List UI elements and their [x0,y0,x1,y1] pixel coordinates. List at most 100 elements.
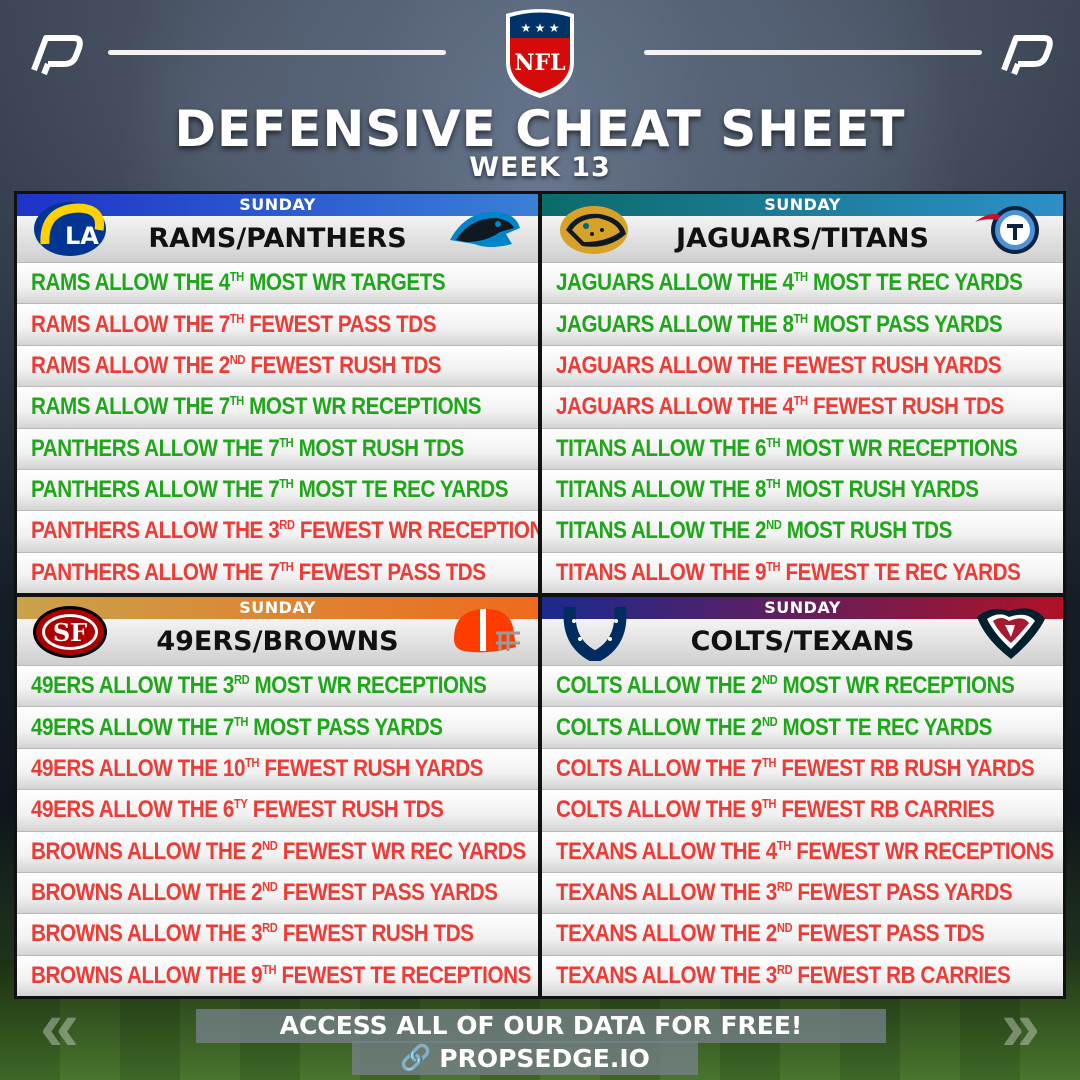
stat-row: TEXANS ALLOW THE 4TH FEWEST WR RECEPTION… [542,830,1063,872]
stat-row-text: JAGUARS ALLOW THE 4TH FEWEST RUSH TDS [556,393,1004,421]
stat-row: COLTS ALLOW THE 9TH FEWEST RB CARRIES [542,789,1063,831]
svg-text:★ ★ ★: ★ ★ ★ [521,21,560,35]
svg-text:LA: LA [65,222,99,250]
stat-row-text: TEXANS ALLOW THE 3RD FEWEST RB CARRIES [556,961,1011,989]
site-link[interactable]: 🔗 PROPSEDGE.IO [352,1041,698,1075]
texans-logo-icon [971,603,1049,661]
stat-row: JAGUARS ALLOW THE 4TH FEWEST RUSH TDS [542,386,1063,428]
stat-row: TITANS ALLOW THE 8TH MOST RUSH YARDS [542,468,1063,511]
stat-row: TEXANS ALLOW THE 3RD FEWEST PASS YARDS [542,871,1063,914]
stat-row: BROWNS ALLOW THE 2ND FEWEST WR REC YARDS [17,830,538,872]
propsedge-logo-icon [31,35,83,76]
header-divider-left [108,50,446,55]
browns-helmet-icon [446,603,524,661]
stat-row-text: 49ERS ALLOW THE 10TH FEWEST RUSH YARDS [31,754,483,782]
matchup-header: SUNDAY 49ERS/BROWNS SF [17,597,538,665]
stat-row: BROWNS ALLOW THE 2ND FEWEST PASS YARDS [17,871,538,914]
stat-list: RAMS ALLOW THE 4TH MOST WR TARGETS RAMS A… [17,262,538,593]
chevron-right-decoration: » [1001,987,1040,1065]
49ers-logo-text: SF [53,618,87,647]
matchup-header: SUNDAY COLTS/TEXANS [542,597,1063,665]
stat-row: TEXANS ALLOW THE 3RD FEWEST RB CARRIES [542,954,1063,996]
stat-row: RAMS ALLOW THE 4TH MOST WR TARGETS [17,262,538,304]
page-title: DEFENSIVE CHEAT SHEET [174,100,906,158]
stat-row-text: RAMS ALLOW THE 7TH MOST WR RECEPTIONS [31,393,482,421]
game-day-label: SUNDAY [542,194,1063,216]
stat-row-text: 49ERS ALLOW THE 7TH MOST PASS YARDS [31,713,443,741]
stat-row-text: TITANS ALLOW THE 9TH FEWEST TE REC YARDS [556,558,1021,586]
propsedge-logo-icon [1001,35,1053,76]
stat-row-text: BROWNS ALLOW THE 2ND FEWEST PASS YARDS [31,879,498,907]
stat-row: TITANS ALLOW THE 9TH FEWEST TE REC YARDS [542,551,1063,593]
stat-row-text: TEXANS ALLOW THE 3RD FEWEST PASS YARDS [556,879,1013,907]
page-subtitle: WEEK 13 [469,152,611,183]
stat-row: RAMS ALLOW THE 7TH MOST WR RECEPTIONS [17,386,538,428]
stat-row: JAGUARS ALLOW THE FEWEST RUSH YARDS [542,344,1063,387]
game-day-label: SUNDAY [542,597,1063,619]
cta-banner: ACCESS ALL OF OUR DATA FOR FREE! [196,1009,886,1043]
stat-row-text: TITANS ALLOW THE 6TH MOST WR RECEPTIONS [556,434,1018,462]
stat-row-text: 49ERS ALLOW THE 6TY FEWEST RUSH TDS [31,796,444,824]
stat-row: PANTHERS ALLOW THE 3RD FEWEST WR RECEPTI… [17,510,538,552]
stat-row-text: PANTHERS ALLOW THE 7TH FEWEST PASS TDS [31,558,486,586]
stat-row-text: TEXANS ALLOW THE 4TH FEWEST WR RECEPTION… [556,837,1054,865]
matchup-header: SUNDAY RAMS/PANTHERS LA [17,194,538,262]
jaguars-logo-icon [556,200,634,258]
49ers-logo-icon: SF [31,603,109,661]
nfl-shield-text: NFL [514,50,565,76]
stat-row: TEXANS ALLOW THE 2ND FEWEST PASS TDS [542,913,1063,955]
stat-row-text: RAMS ALLOW THE 2ND FEWEST RUSH TDS [31,351,442,379]
game-day-label: SUNDAY [17,194,538,216]
stat-row: PANTHERS ALLOW THE 7TH MOST TE REC YARDS [17,468,538,511]
stat-row: JAGUARS ALLOW THE 8TH MOST PASS YARDS [542,303,1063,345]
nfl-shield-icon: NFL ★ ★ ★ [506,9,574,98]
rams-logo-icon: LA [31,200,109,258]
site-link-text: PROPSEDGE.IO [439,1043,650,1073]
stat-row-text: COLTS ALLOW THE 7TH FEWEST RB RUSH YARDS [556,754,1035,782]
stat-row-text: PANTHERS ALLOW THE 3RD FEWEST WR RECEPTI… [31,517,538,545]
stat-row-text: TITANS ALLOW THE 8TH MOST RUSH YARDS [556,476,979,504]
matchup-header: SUNDAY JAGUARS/TITANS [542,194,1063,262]
stat-row: TITANS ALLOW THE 2ND MOST RUSH TDS [542,510,1063,552]
matchup-panel: SUNDAY JAGUARS/TITANS JAGUARS ALLOW THE 4T… [542,194,1063,593]
stat-row: BROWNS ALLOW THE 3RD FEWEST RUSH TDS [17,913,538,955]
stat-row-text: COLTS ALLOW THE 9TH FEWEST RB CARRIES [556,796,995,824]
chevron-left-decoration: « [40,987,79,1065]
stat-row-text: 49ERS ALLOW THE 3RD MOST WR RECEPTIONS [31,672,487,700]
stat-list: COLTS ALLOW THE 2ND MOST WR RECEPTIONS CO… [542,665,1063,996]
titans-logo-icon [971,200,1049,258]
stat-row: JAGUARS ALLOW THE 4TH MOST TE REC YARDS [542,262,1063,304]
stat-row: COLTS ALLOW THE 2ND MOST TE REC YARDS [542,706,1063,748]
stat-row-text: BROWNS ALLOW THE 2ND FEWEST WR REC YARDS [31,837,526,865]
stat-row: PANTHERS ALLOW THE 7TH FEWEST PASS TDS [17,551,538,593]
link-icon: 🔗 [400,1043,432,1072]
stat-row-text: JAGUARS ALLOW THE 4TH MOST TE REC YARDS [556,269,1023,297]
cheat-sheet-grid: SUNDAY RAMS/PANTHERS LA RAMS ALLOW THE 4TH … [14,191,1066,999]
stat-row-text: JAGUARS ALLOW THE FEWEST RUSH YARDS [556,351,1002,379]
stat-row: 49ERS ALLOW THE 10TH FEWEST RUSH YARDS [17,747,538,790]
stat-row: 49ERS ALLOW THE 7TH MOST PASS YARDS [17,706,538,748]
stat-row: PANTHERS ALLOW THE 7TH MOST RUSH TDS [17,427,538,469]
panthers-logo-icon [446,200,524,258]
stat-row: COLTS ALLOW THE 2ND MOST WR RECEPTIONS [542,665,1063,707]
stat-row-text: TEXANS ALLOW THE 2ND FEWEST PASS TDS [556,920,985,948]
colts-horseshoe-icon [556,603,634,664]
stat-row-text: COLTS ALLOW THE 2ND MOST TE REC YARDS [556,713,993,741]
matchup-panel: SUNDAY COLTS/TEXANS COLTS ALLOW THE 2ND MO… [542,597,1063,996]
matchup-panel: SUNDAY RAMS/PANTHERS LA RAMS ALLOW THE 4TH … [17,194,538,593]
stat-row: BROWNS ALLOW THE 9TH FEWEST TE RECEPTION… [17,954,538,996]
stat-row-text: BROWNS ALLOW THE 9TH FEWEST TE RECEPTION… [31,961,531,989]
stat-row-text: TITANS ALLOW THE 2ND MOST RUSH TDS [556,517,952,545]
stat-row: RAMS ALLOW THE 2ND FEWEST RUSH TDS [17,344,538,387]
stat-row-text: PANTHERS ALLOW THE 7TH MOST TE REC YARDS [31,476,509,504]
matchup-title: COLTS/TEXANS [542,619,1063,665]
stat-row-text: JAGUARS ALLOW THE 8TH MOST PASS YARDS [556,310,1003,338]
stat-list: 49ERS ALLOW THE 3RD MOST WR RECEPTIONS 49… [17,665,538,996]
matchup-title: JAGUARS/TITANS [542,216,1063,262]
stat-row-text: COLTS ALLOW THE 2ND MOST WR RECEPTIONS [556,672,1015,700]
stat-row-text: RAMS ALLOW THE 4TH MOST WR TARGETS [31,269,446,297]
stat-row: 49ERS ALLOW THE 6TY FEWEST RUSH TDS [17,789,538,831]
stat-row: TITANS ALLOW THE 6TH MOST WR RECEPTIONS [542,427,1063,469]
matchup-panel: SUNDAY 49ERS/BROWNS SF 49ERS ALLOW THE 3RD … [17,597,538,996]
stat-row-text: PANTHERS ALLOW THE 7TH MOST RUSH TDS [31,434,464,462]
